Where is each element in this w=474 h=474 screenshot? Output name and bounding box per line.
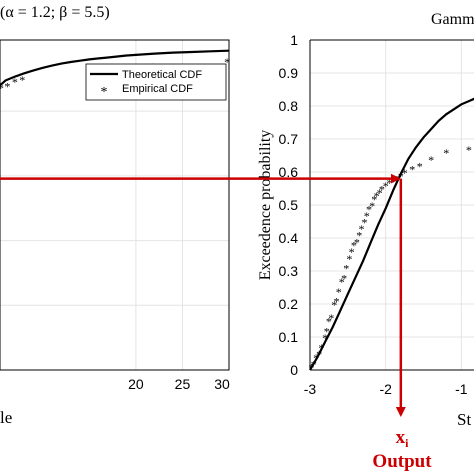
right-empirical-point: *	[318, 341, 324, 355]
right-empirical-point: *	[309, 361, 315, 375]
right-panel-title: Gamm	[431, 11, 474, 28]
left-empirical-point: *	[0, 81, 4, 95]
right-empirical-point: *	[334, 295, 340, 309]
right-y-tick-label: 0	[290, 362, 298, 378]
right-y-tick-label: 0.3	[279, 263, 299, 279]
xi-label-base: x	[396, 427, 406, 448]
right-empirical-point: *	[359, 222, 365, 236]
lookup-arrows: xi Output	[0, 173, 432, 472]
right-x-tick-label: -2	[379, 381, 392, 397]
right-empirical-point: *	[374, 189, 380, 203]
left-empirical-point: *	[12, 75, 18, 89]
right-empirical-point: *	[328, 311, 334, 325]
right-empirical-point: *	[339, 275, 345, 289]
left-empirical-point: *	[19, 73, 25, 87]
xi-label-subscript: i	[405, 436, 409, 450]
left-legend: Theoretical CDF * Empirical CDF	[85, 63, 227, 101]
right-empirical-point: *	[349, 245, 355, 259]
right-empirical-point: *	[428, 153, 434, 167]
left-empirical-point: *	[4, 79, 10, 93]
left-panel-title: (α = 1.2; β = 5.5)	[0, 4, 110, 21]
right-empirical-point: *	[346, 252, 352, 266]
right-series-layer: ****************************************…	[309, 97, 474, 375]
right-empirical-point: *	[387, 176, 393, 190]
right-y-tick-label: 0.1	[279, 329, 299, 345]
right-y-tick-label: 0.2	[279, 296, 299, 312]
right-y-tick-label: 0.7	[279, 131, 299, 147]
right-empirical-point: *	[369, 199, 375, 213]
right-empirical-point: *	[336, 285, 342, 299]
right-x-tick-label: -3	[304, 381, 317, 397]
right-empirical-point: *	[377, 186, 383, 200]
right-empirical-point: *	[343, 262, 349, 276]
left-x-tick-label: 30	[214, 376, 230, 392]
left-x-tick-label: 20	[128, 376, 144, 392]
output-label: Output	[372, 451, 432, 472]
right-empirical-point: *	[409, 163, 415, 177]
right-y-tick-label: 0.4	[279, 230, 299, 246]
right-empirical-point: *	[341, 272, 347, 286]
right-empirical-point: *	[326, 315, 332, 329]
right-empirical-point: *	[379, 183, 385, 197]
left-theoretical-curve	[0, 49, 230, 87]
right-cdf-panel: 00.10.20.30.40.50.60.70.80.91 -3 -2 -1 ***…	[257, 11, 474, 429]
right-empirical-point: *	[324, 324, 330, 338]
right-y-ticks: 0 0.1 0.2 0.3 0.4 0.5 0.6 0.7 0.8 0.9 1	[279, 32, 299, 378]
right-empirical-point: *	[362, 216, 368, 230]
xi-label: xi	[396, 427, 410, 450]
right-empirical-point: *	[383, 179, 389, 193]
right-empirical-point: *	[366, 202, 372, 216]
legend-asterisk-swatch: *	[101, 85, 108, 100]
right-y-tick-label: 0.6	[279, 164, 299, 180]
right-empirical-point: *	[364, 209, 370, 223]
right-y-tick-label: 1	[290, 32, 298, 48]
legend-entry-empirical: Empirical CDF	[122, 83, 193, 95]
right-y-axis-label: Exceedence probability	[257, 130, 274, 281]
right-empirical-point: *	[316, 348, 322, 362]
legend-box	[85, 63, 227, 101]
left-x-axis-label: le	[0, 408, 12, 427]
left-x-tick-label: 25	[175, 376, 191, 392]
right-empirical-point: *	[331, 298, 337, 312]
right-x-ticks: -3 -2 -1	[304, 381, 468, 397]
right-empirical-point: *	[417, 159, 423, 173]
right-empirical-point: *	[313, 351, 319, 365]
right-empirical-point: *	[354, 235, 360, 249]
right-empirical-point: *	[322, 331, 328, 345]
right-empirical-point: *	[466, 143, 472, 157]
right-x-axis-label: St	[457, 410, 471, 429]
left-plot-frame	[0, 39, 230, 371]
right-empirical-point: *	[402, 166, 408, 180]
right-theoretical-curve	[309, 97, 474, 371]
right-empirical-point: *	[371, 192, 377, 206]
right-empirical-point: *	[356, 229, 362, 243]
right-y-tick-label: 0.5	[279, 197, 299, 213]
right-x-tick-label: -1	[455, 381, 468, 397]
right-y-tick-label: 0.8	[279, 98, 299, 114]
right-empirical-point: *	[311, 357, 317, 371]
legend-entry-theoretical: Theoretical CDF	[122, 69, 202, 81]
left-x-ticks: 20 25 30	[128, 376, 230, 392]
right-empirical-point: *	[351, 239, 357, 253]
left-empirical-point: *	[224, 55, 230, 69]
right-empirical-point: *	[443, 146, 449, 160]
right-y-tick-label: 0.9	[279, 65, 299, 81]
